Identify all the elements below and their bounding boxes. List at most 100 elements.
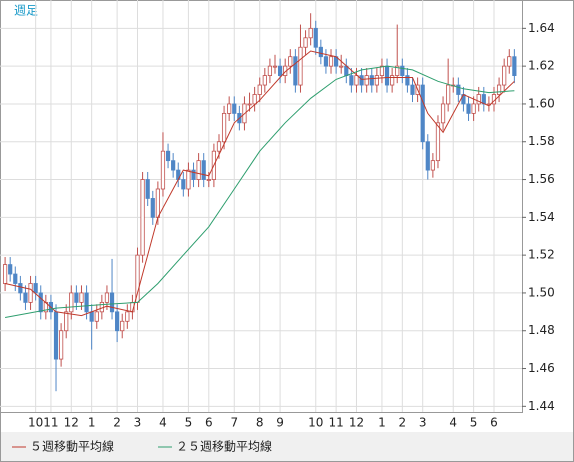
y-tick-label: 1.48 (528, 323, 555, 337)
y-tick-label: 1.64 (528, 21, 555, 35)
x-tick-label: 1 (378, 416, 386, 430)
x-tick-label: 2 (399, 416, 407, 430)
candle-body (303, 37, 308, 48)
candle-body (323, 56, 329, 67)
legend-area (0, 432, 574, 462)
candle-body (155, 188, 160, 218)
candle-body (272, 65, 278, 68)
candle-body (502, 65, 507, 86)
x-tick-label: 3 (419, 416, 427, 430)
candle-body (379, 65, 385, 76)
candle-body (364, 75, 369, 86)
candle-body (471, 103, 476, 114)
candle-body (38, 292, 43, 313)
candle-body (344, 65, 349, 76)
x-tick-label: 11 (43, 416, 58, 430)
candle-body (354, 75, 359, 86)
candle-body (374, 75, 379, 86)
candle-body (79, 292, 84, 303)
candle-body (420, 84, 425, 143)
ma-line (4, 50, 515, 317)
candle-body (440, 103, 446, 124)
candle-body (318, 46, 323, 58)
candle-body (28, 283, 33, 303)
x-tick-label: 11 (328, 416, 343, 430)
candle-body (247, 103, 252, 106)
candle-body (227, 103, 232, 114)
x-tick-label: 7 (230, 416, 238, 430)
legend-label: ２５週移動平均線 (176, 439, 272, 454)
x-tick-label: 1 (88, 416, 96, 430)
candle-body (313, 27, 318, 48)
candle-body (115, 311, 120, 332)
candle-body (252, 94, 257, 105)
candle-body (339, 65, 344, 68)
candle-body (277, 65, 283, 76)
candle-body (435, 122, 441, 162)
x-tick-label: 4 (159, 416, 167, 430)
candle-body (135, 254, 140, 303)
y-tick-label: 1.54 (528, 210, 555, 224)
candle-body (400, 65, 405, 76)
candle-body (150, 198, 155, 218)
y-tick-label: 1.56 (528, 172, 555, 186)
ma-line (5, 65, 515, 318)
x-tick-label: 5 (185, 416, 193, 430)
x-tick-label: 10 (308, 416, 323, 430)
candle-body (18, 283, 23, 294)
candle-body (395, 65, 400, 76)
candle-body (293, 56, 298, 86)
candle-body (456, 84, 461, 95)
candle-body (171, 160, 176, 171)
candle-body (288, 56, 293, 67)
x-tick-label: 2 (113, 416, 121, 430)
candle-body (221, 112, 227, 143)
x-tick-label: 5 (470, 416, 478, 430)
candle-body (181, 179, 186, 190)
candle-body (186, 169, 191, 190)
candle-body (232, 103, 237, 114)
y-tick-label: 1.60 (528, 96, 555, 110)
x-tick-label: 12 (349, 416, 364, 430)
candle-body (165, 150, 171, 162)
chart-title: 週足 (14, 4, 38, 18)
candle-body (466, 103, 471, 114)
candle-body (507, 56, 512, 67)
candle-body (349, 75, 354, 86)
candle-body (84, 292, 89, 313)
candle-body (405, 75, 410, 86)
x-tick-label: 6 (490, 416, 498, 430)
x-tick-label: 8 (256, 416, 264, 430)
candle-body (216, 141, 222, 152)
legend-label: ５週移動平均線 (30, 439, 114, 454)
candle-body (410, 84, 415, 95)
y-tick-label: 1.52 (528, 248, 555, 262)
candle-body (69, 292, 74, 313)
candle-body (140, 179, 145, 256)
candle-body (359, 75, 364, 86)
candle-body (206, 179, 211, 181)
candle-body (430, 160, 435, 171)
x-tick-label: 4 (449, 416, 457, 430)
candle-body (191, 169, 196, 180)
candle-body (94, 311, 99, 322)
candle-body (23, 292, 28, 303)
candle-body (145, 179, 150, 199)
candle-body (53, 311, 59, 360)
candle-body (257, 84, 262, 95)
x-tick-label: 12 (64, 416, 79, 430)
candle-body (8, 264, 13, 275)
x-tick-label: 10 (28, 416, 43, 430)
y-tick-label: 1.58 (528, 134, 555, 148)
candle-body (267, 65, 273, 76)
y-tick-label: 1.46 (528, 361, 555, 375)
candle-body (59, 330, 64, 360)
candle-body (328, 56, 334, 67)
candle-body (109, 292, 115, 313)
x-tick-label: 6 (205, 416, 213, 430)
candle-body (308, 27, 313, 39)
candle-body (384, 65, 390, 86)
candle-body (446, 84, 451, 105)
